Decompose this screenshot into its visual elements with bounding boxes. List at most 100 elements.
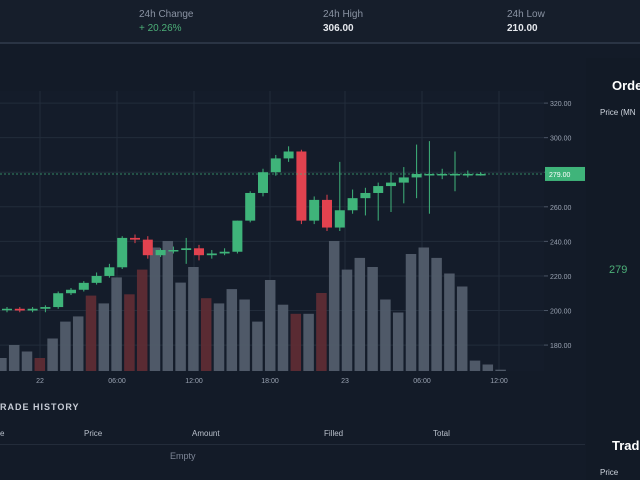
candle-body <box>2 308 12 311</box>
candle-body <box>142 239 153 256</box>
candle-body <box>14 308 25 311</box>
volume-bar <box>0 358 7 371</box>
volume-bar <box>405 254 417 371</box>
y-tick-label: 180.00 <box>550 343 572 350</box>
column-header-price: Price <box>84 429 103 438</box>
volume-bar <box>226 289 238 371</box>
volume-bar <box>98 303 110 371</box>
candle-body <box>66 289 76 294</box>
stat-24h-low: 24h Low 210.00 <box>507 9 545 34</box>
y-tick-label: 220.00 <box>550 274 572 281</box>
volume-bar <box>34 358 46 371</box>
volume-bar <box>354 257 366 371</box>
volume-bar <box>277 304 289 371</box>
order-book-mid-price: 279 <box>609 264 628 276</box>
stat-value: + 20.26% <box>139 23 182 34</box>
stat-value: 210.00 <box>507 23 538 34</box>
volume-bar <box>85 295 97 371</box>
volume-bar <box>456 286 468 371</box>
candle-body <box>78 282 89 290</box>
candle-body <box>168 250 179 252</box>
price-chart-panel[interactable]: 180.00200.00220.00240.00260.00280.00300.… <box>0 58 586 390</box>
volume-bar <box>264 280 276 371</box>
stat-label: 24h Change <box>139 9 194 20</box>
x-tick-label: 18:00 <box>261 378 279 385</box>
candle-body <box>130 237 140 240</box>
candle-body <box>232 220 243 252</box>
candle-body <box>219 251 230 254</box>
volume-bar <box>444 273 455 371</box>
candle-body <box>117 237 128 268</box>
x-tick-label: 23 <box>341 378 349 385</box>
candle-body <box>91 275 102 283</box>
volume-bar <box>392 312 404 371</box>
volume-bar <box>213 303 225 371</box>
candle-body <box>411 173 422 178</box>
candle-body <box>283 151 294 159</box>
candle-body <box>437 173 448 176</box>
divider <box>0 444 585 445</box>
volume-bar <box>149 247 161 371</box>
volume-bar <box>136 269 148 371</box>
last-price-tag <box>545 166 585 181</box>
candle-body <box>258 172 268 193</box>
volume-bar <box>252 321 263 371</box>
y-tick-label: 300.00 <box>550 136 572 143</box>
order-book-title: Orde <box>612 78 640 93</box>
candle-body <box>475 173 486 176</box>
candle-body <box>245 192 256 221</box>
candlestick-chart[interactable]: 180.00200.00220.00240.00260.00280.00300.… <box>0 58 586 390</box>
candle-body <box>347 198 358 211</box>
order-book-panel: Orde Price (MN 279 Trad Price <box>586 58 640 480</box>
volume-bar <box>60 321 71 371</box>
volume-bar <box>47 338 58 371</box>
candle-body <box>373 186 384 193</box>
trade-history-title: RADE HISTORY <box>0 402 80 412</box>
volume-bar <box>21 351 33 371</box>
volume-bar <box>72 316 84 371</box>
candle-body <box>104 267 115 276</box>
y-tick-label: 260.00 <box>550 205 572 212</box>
candle-body <box>270 158 281 173</box>
candle-body <box>334 210 345 228</box>
volume-bar <box>418 247 430 371</box>
volume-bar <box>290 313 302 371</box>
candle-body <box>322 199 332 228</box>
volume-bar <box>328 241 340 371</box>
x-tick-label: 06:00 <box>108 378 126 385</box>
candle-body <box>309 199 320 221</box>
order-book-price-header: Price (MN <box>600 108 636 117</box>
last-price-label: 279.00 <box>549 172 571 179</box>
trades-price-header: Price <box>600 468 619 477</box>
x-tick-label: 12:00 <box>490 378 508 385</box>
market-stats-bar: 24h Change + 20.26% 24h High 306.00 24h … <box>0 0 640 44</box>
volume-bar <box>380 299 391 371</box>
column-header-amount: Amount <box>192 429 220 438</box>
volume-bar <box>200 298 212 371</box>
candle-body <box>462 173 473 176</box>
y-tick-label: 240.00 <box>550 239 572 246</box>
stat-24h-high: 24h High 306.00 <box>323 9 363 34</box>
volume-bar <box>239 299 250 371</box>
candle-body <box>450 173 460 176</box>
volume-bar <box>482 364 494 371</box>
x-tick-label: 22 <box>36 378 44 385</box>
volume-bar <box>495 369 506 371</box>
y-tick-label: 320.00 <box>550 101 572 108</box>
volume-bar <box>341 269 353 371</box>
candle-body <box>206 253 217 256</box>
column-header: e <box>0 429 5 438</box>
candle-body <box>386 182 396 187</box>
column-header-filled: Filled <box>324 429 344 438</box>
candle-body <box>155 250 166 256</box>
candle-body <box>181 248 192 251</box>
volume-bar <box>188 267 199 371</box>
column-header-total: Total <box>433 429 450 438</box>
volume-bar <box>162 241 174 371</box>
candle-body <box>40 307 51 309</box>
candle-body <box>398 177 409 183</box>
candle-body <box>53 293 64 308</box>
candle-body <box>27 308 38 311</box>
volume-bar <box>431 257 442 371</box>
stat-value: 306.00 <box>323 23 354 34</box>
